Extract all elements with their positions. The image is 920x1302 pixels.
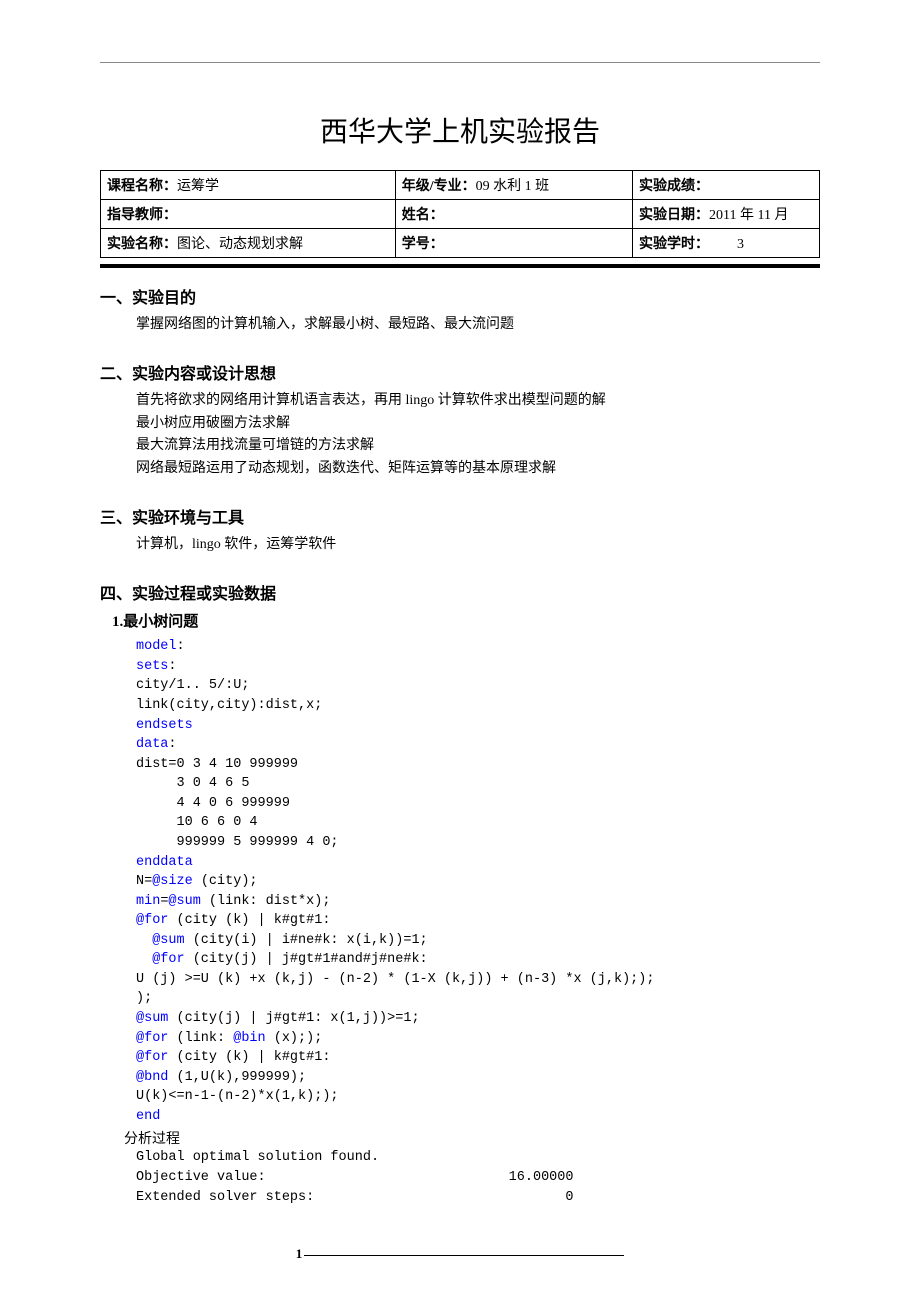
code-l11: 999999 5 999999 4 0; <box>136 835 339 850</box>
footer: 1 <box>0 1246 920 1262</box>
output-l3: Extended solver steps: 0 <box>136 1190 573 1205</box>
course-label: 课程名称： <box>107 179 177 194</box>
teacher-label: 指导教师： <box>107 208 177 223</box>
code-l21a: (link: <box>168 1031 233 1046</box>
code-l14b: (link: dist*x); <box>201 894 331 909</box>
kw-endsets: endsets <box>136 718 193 733</box>
code-l16: (city(i) | i#ne#k: x(i,k))=1; <box>185 933 428 948</box>
code-l3: city/1.. 5/:U; <box>136 678 249 693</box>
code-l10: 10 6 6 0 4 <box>136 815 258 830</box>
kw-model: model <box>136 639 177 654</box>
page-number: 1 <box>296 1246 303 1262</box>
footer-rule <box>304 1255 624 1256</box>
grade-value: 09 水利 1 班 <box>476 179 550 194</box>
fn-bin: @bin <box>233 1031 265 1046</box>
section-purpose: 一、实验目的 掌握网络图的计算机输入，求解最小树、最短路、最大流问题 <box>100 284 820 336</box>
code-l7: dist=0 3 4 10 999999 <box>136 757 298 772</box>
code-l22: (city (k) | k#gt#1: <box>168 1050 330 1065</box>
section-environment: 三、实验环境与工具 计算机，lingo 软件，运筹学软件 <box>100 504 820 556</box>
content-line-2: 最小树应用破圈方法求解 <box>136 413 820 435</box>
fn-sum-1: @sum <box>168 894 200 909</box>
process-heading: 四、实验过程或实验数据 <box>100 580 820 604</box>
code-l9: 4 4 0 6 999999 <box>136 796 290 811</box>
fn-sum-3: @sum <box>136 1011 168 1026</box>
env-heading: 三、实验环境与工具 <box>100 504 820 528</box>
fn-for-4: @for <box>136 1050 168 1065</box>
kw-sets: sets <box>136 659 168 674</box>
fn-size: @size <box>152 874 193 889</box>
course-value: 运筹学 <box>177 179 219 194</box>
fn-bnd: @bnd <box>136 1070 168 1085</box>
date-label: 实验日期： <box>639 208 709 223</box>
code-l8: 3 0 4 6 5 <box>136 776 249 791</box>
purpose-heading: 一、实验目的 <box>100 284 820 308</box>
name-label: 姓名： <box>402 208 444 223</box>
studentid-label: 学号： <box>402 237 444 252</box>
score-label: 实验成绩： <box>639 179 709 194</box>
grade-label: 年级/专业： <box>402 179 476 194</box>
fn-for-2: @for <box>152 952 184 967</box>
content-line-4: 网络最短路运用了动态规划，函数迭代、矩阵运算等的基本原理求解 <box>136 458 820 480</box>
expname-label: 实验名称： <box>107 237 177 252</box>
process-subheading: 1.最小树问题 <box>112 610 820 631</box>
section-process: 四、实验过程或实验数据 1.最小树问题 <box>100 580 820 631</box>
code-l21b: (x);); <box>266 1031 323 1046</box>
code-l24: U(k)<=n-1-(n-2)*x(1,k);); <box>136 1089 339 1104</box>
solver-output: Global optimal solution found. Objective… <box>100 1148 820 1207</box>
analysis-label: 分析过程 <box>100 1128 820 1148</box>
code-l18: U (j) >=U (k) +x (k,j) - (n-2) * (1-X (k… <box>136 972 654 987</box>
purpose-body: 掌握网络图的计算机输入，求解最小树、最短路、最大流问题 <box>100 314 820 336</box>
kw-data: data <box>136 737 168 752</box>
hours-value: 3 <box>709 237 744 252</box>
output-l2: Objective value: 16.00000 <box>136 1170 573 1185</box>
fn-for-1: @for <box>136 913 168 928</box>
date-value: 2011 年 11 月 <box>709 208 788 223</box>
fn-sum-2: @sum <box>152 933 184 948</box>
code-l23: (1,U(k),999999); <box>168 1070 306 1085</box>
header-rule <box>100 62 820 63</box>
section-content: 二、实验内容或设计思想 首先将欲求的网络用计算机语言表达，再用 lingo 计算… <box>100 360 820 480</box>
code-l19: ); <box>136 991 152 1006</box>
code-l4: link(city,city):dist,x; <box>136 698 322 713</box>
fn-for-3: @for <box>136 1031 168 1046</box>
kw-enddata: enddata <box>136 855 193 870</box>
lingo-code: model: sets: city/1.. 5/:U; link(city,ci… <box>100 637 820 1126</box>
info-table: 课程名称：运筹学 年级/专业：09 水利 1 班 实验成绩： 指导教师： 姓名：… <box>100 170 820 258</box>
output-l1: Global optimal solution found. <box>136 1150 379 1165</box>
content-line-1: 首先将欲求的网络用计算机语言表达，再用 lingo 计算软件求出模型问题的解 <box>136 390 820 412</box>
code-l13b: (city); <box>193 874 258 889</box>
content-heading: 二、实验内容或设计思想 <box>100 360 820 384</box>
code-l15: (city (k) | k#gt#1: <box>168 913 330 928</box>
hours-label: 实验学时： <box>639 237 709 252</box>
fn-min: min <box>136 894 160 909</box>
kw-end: end <box>136 1109 160 1124</box>
content-line-3: 最大流算法用找流量可增链的方法求解 <box>136 435 820 457</box>
page-title: 西华大学上机实验报告 <box>100 110 820 150</box>
thick-divider <box>100 264 820 268</box>
expname-value: 图论、动态规划求解 <box>177 237 303 252</box>
code-l17: (city(j) | j#gt#1#and#j#ne#k: <box>185 952 428 967</box>
code-l20: (city(j) | j#gt#1: x(1,j))>=1; <box>168 1011 419 1026</box>
code-l13a: N= <box>136 874 152 889</box>
env-body: 计算机，lingo 软件，运筹学软件 <box>100 534 820 556</box>
